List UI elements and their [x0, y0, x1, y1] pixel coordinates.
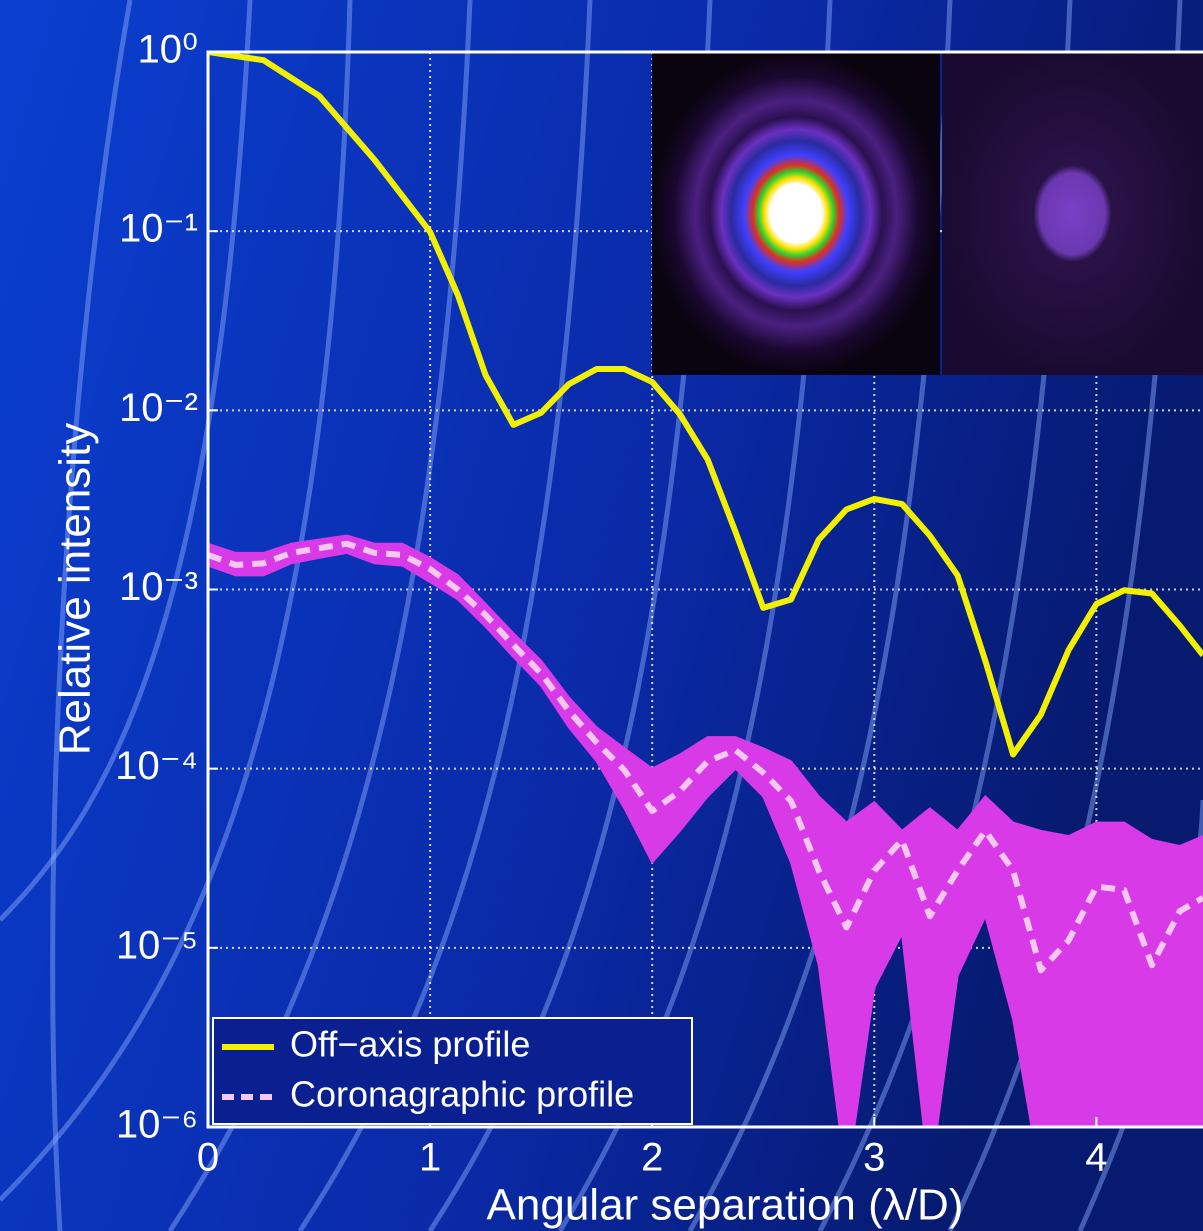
x-tick-label: 2 — [641, 1136, 663, 1180]
x-axis-label: Angular separation (λ/D) — [487, 1181, 964, 1230]
y-axis-label: Relative intensity — [51, 423, 100, 756]
y-tick-label: 10⁻³ — [119, 565, 198, 609]
y-tick-label: 10⁰ — [137, 28, 198, 72]
inset-coronagraphic-image — [942, 52, 1203, 375]
page: 10⁰ 10⁻¹ 10⁻² 10⁻³ 10⁻⁴ 10⁻⁵ 10⁻⁶0 1 2 3 4 Angular… — [0, 0, 1203, 1231]
x-tick-label: 0 — [197, 1136, 219, 1180]
y-tick-label: 10⁻⁴ — [115, 744, 198, 788]
y-tick-label: 10⁻⁶ — [116, 1103, 198, 1147]
legend: Off−axis profile Coronagraphic profile — [213, 1018, 692, 1124]
x-tick-label: 1 — [419, 1136, 441, 1180]
y-tick-label: 10⁻¹ — [119, 207, 198, 251]
x-tick-label: 4 — [1085, 1136, 1107, 1180]
legend-label: Off−axis profile — [290, 1024, 530, 1065]
chart: 10⁰ 10⁻¹ 10⁻² 10⁻³ 10⁻⁴ 10⁻⁵ 10⁻⁶0 1 2 3 4 Angular… — [0, 0, 1203, 1231]
legend-label: Coronagraphic profile — [290, 1074, 634, 1115]
y-tick-label: 10⁻² — [119, 386, 198, 430]
y-tick-label: 10⁻⁵ — [116, 923, 198, 967]
inset-off-axis-image — [652, 52, 940, 375]
x-tick-label: 3 — [863, 1136, 885, 1180]
